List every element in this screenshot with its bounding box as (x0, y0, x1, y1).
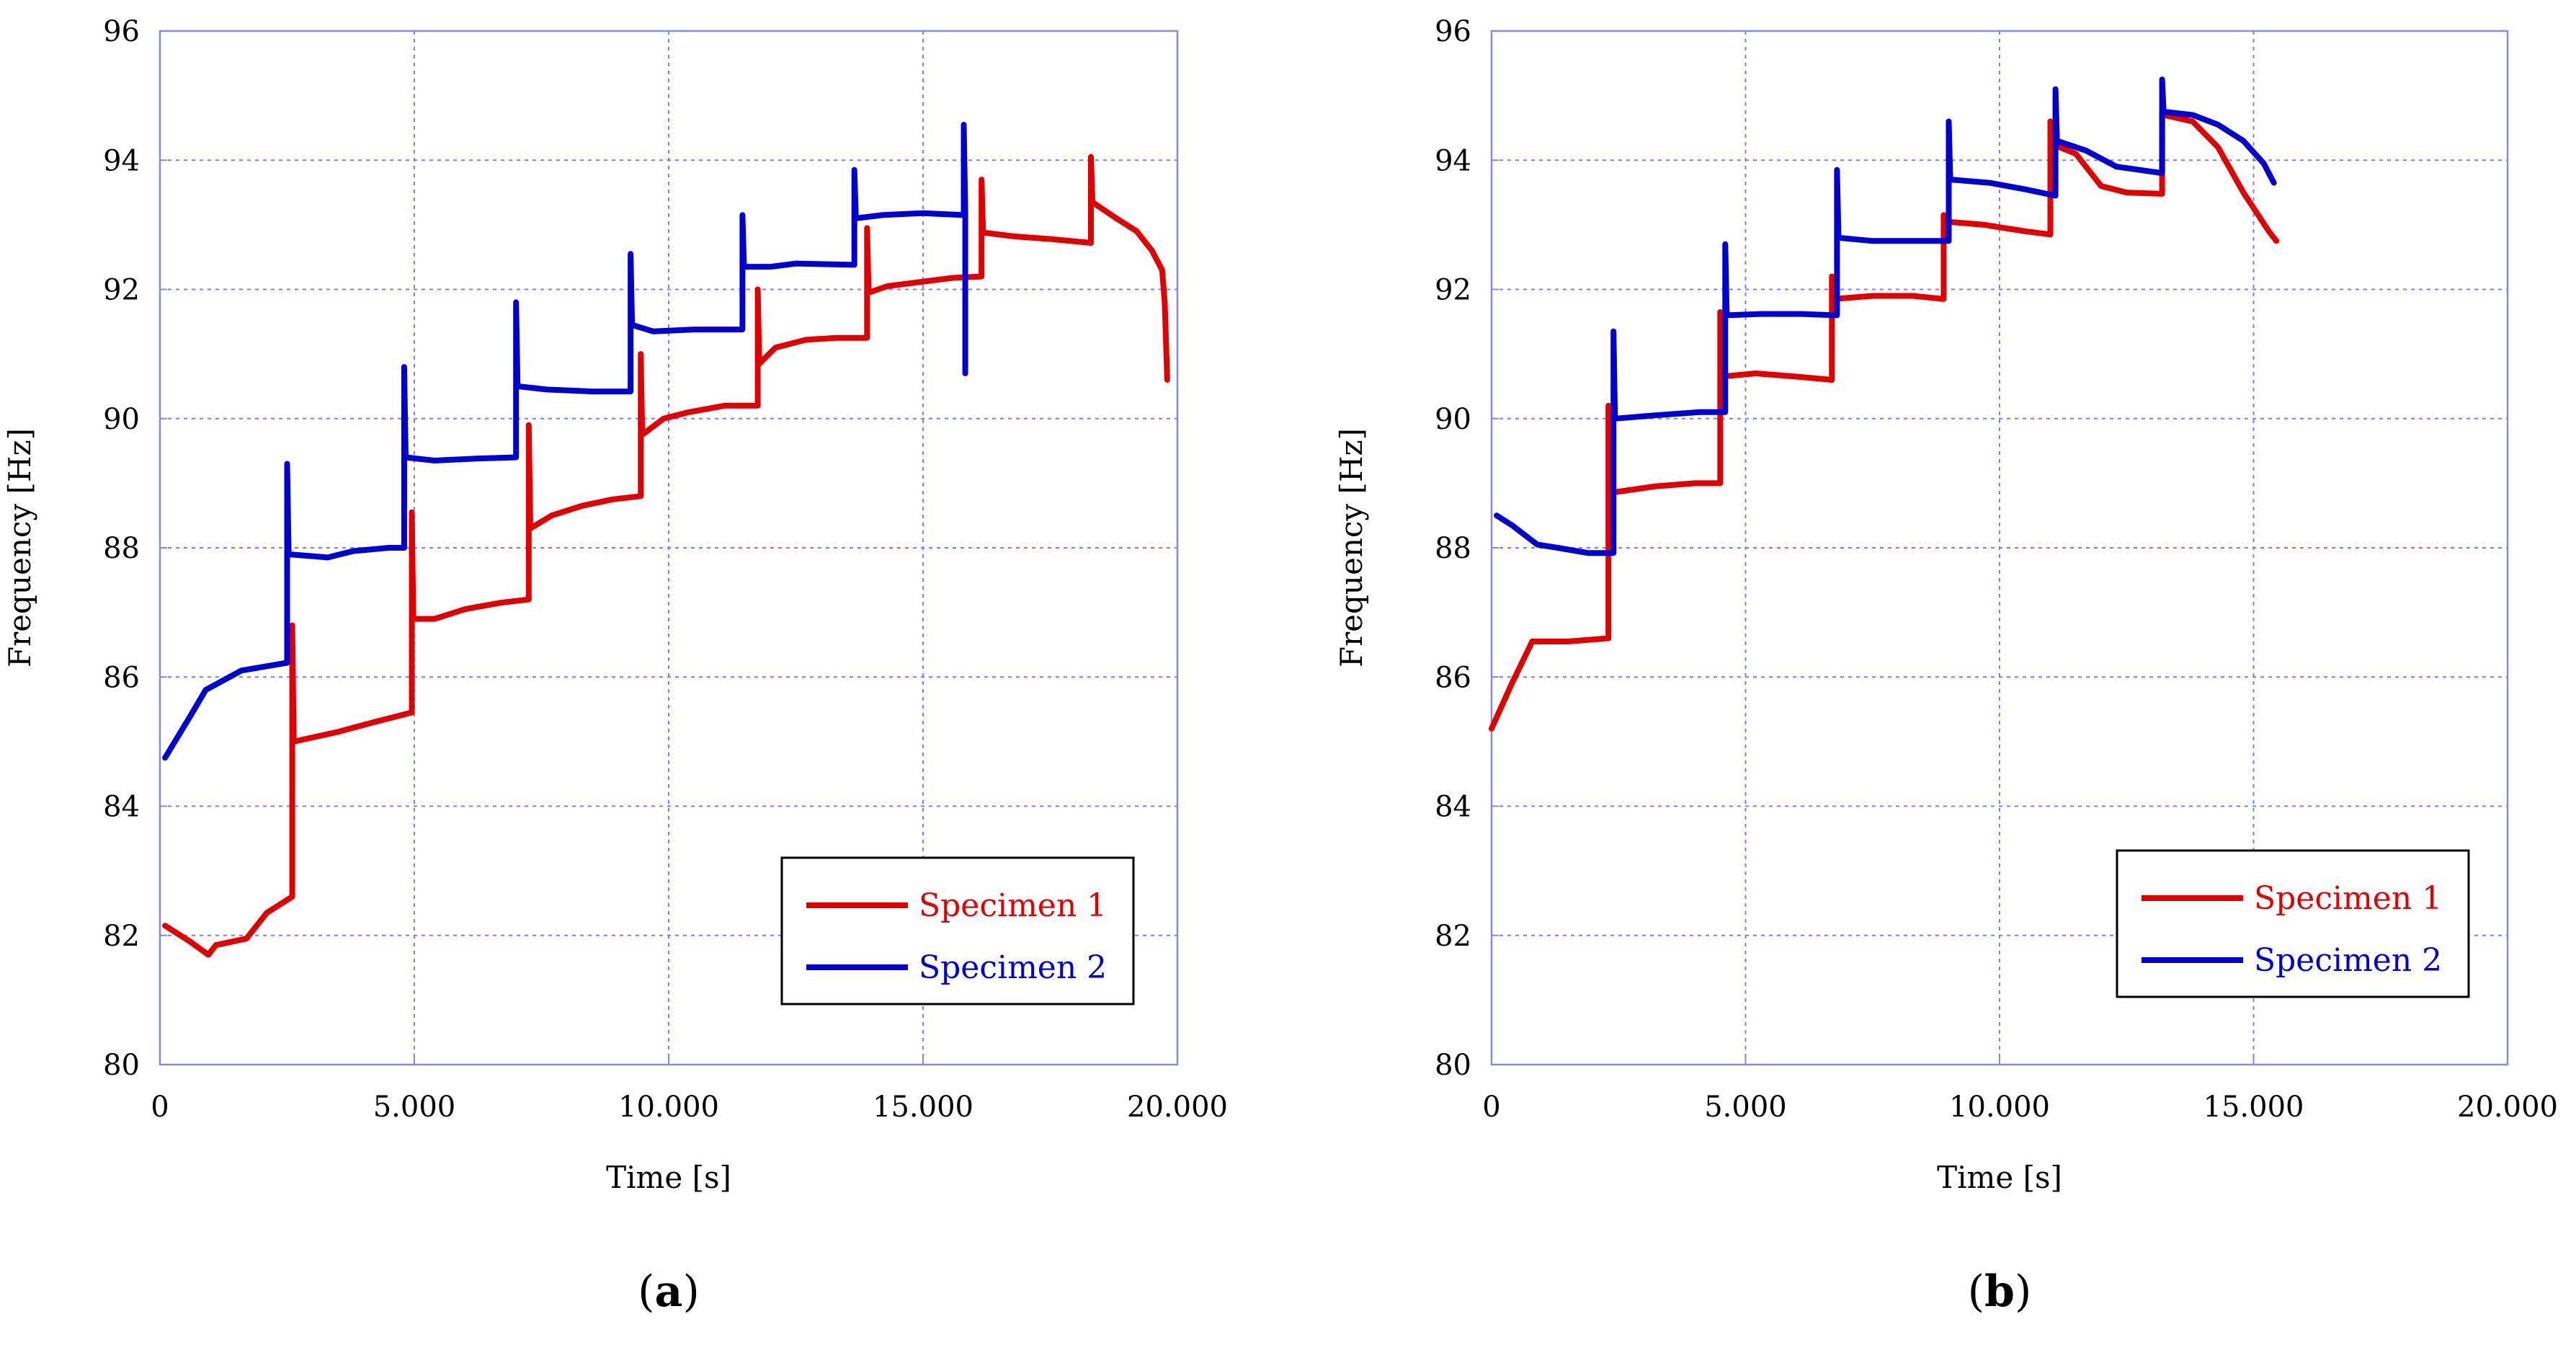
y-tick-label: 80 (1435, 1049, 1471, 1082)
x-tick-label: 5.000 (1704, 1091, 1787, 1124)
y-tick-label: 96 (1435, 15, 1471, 48)
y-axis-label: Frequency [Hz] (2, 428, 37, 667)
y-tick-label: 82 (1435, 920, 1471, 953)
chart-panel-a: 0 5.000 10.000 15.000 20.000 80 82 84 86 88 90 92 94… (2, 15, 1228, 1317)
legend: Specimen 1 Specimen 2 (2116, 849, 2470, 998)
y-tick-label: 84 (1435, 791, 1471, 824)
x-axis-label: Time [s] (606, 1160, 731, 1195)
y-tick-label: 80 (103, 1049, 140, 1082)
x-axis-label: Time [s] (1937, 1160, 2062, 1195)
panel-caption-letter: a (655, 1266, 683, 1317)
x-tick-label: 15.000 (873, 1091, 973, 1124)
legend-label-specimen-1: Specimen 1 (2254, 880, 2442, 917)
y-tick-label: 88 (103, 532, 140, 565)
y-tick-label: 92 (1435, 274, 1471, 307)
legend-label-specimen-2: Specimen 2 (919, 949, 1107, 986)
legend-box (780, 856, 1135, 1006)
legend: Specimen 1 Specimen 2 (780, 856, 1135, 1006)
series-line-specimen-2 (1494, 76, 2277, 556)
x-tick-label: 0 (1482, 1091, 1500, 1124)
x-tick-label: 10.000 (1949, 1091, 2050, 1124)
panel-caption: (a) (638, 1266, 700, 1317)
y-tick-label: 96 (103, 15, 140, 48)
y-tick-label: 86 (103, 661, 140, 694)
y-tick-label: 92 (103, 274, 140, 307)
legend-box (2116, 849, 2470, 998)
x-tick-label: 0 (151, 1091, 169, 1124)
panel-caption-letter: b (1984, 1266, 2015, 1317)
x-tick-label: 10.000 (618, 1091, 719, 1124)
y-tick-label: 88 (1435, 532, 1471, 565)
x-tick-label: 5.000 (373, 1091, 456, 1124)
y-tick-label: 94 (1435, 144, 1471, 177)
series-line-specimen-1 (1489, 109, 2280, 732)
y-tick-label: 94 (103, 144, 140, 177)
y-tick-label: 86 (1435, 661, 1471, 694)
legend-label-specimen-1: Specimen 1 (919, 887, 1107, 924)
y-tick-label: 90 (1435, 403, 1471, 436)
x-tick-label: 20.000 (1127, 1091, 1228, 1124)
y-axis-label: Frequency [Hz] (1334, 428, 1369, 667)
legend-label-specimen-2: Specimen 2 (2254, 942, 2442, 979)
y-tick-label: 82 (103, 920, 140, 953)
y-tick-label: 90 (103, 403, 140, 436)
x-tick-label: 15.000 (2203, 1091, 2304, 1124)
chart-panel-b: 0 5.000 10.000 15.000 20.000 80 82 84 86 88 90 92 94… (1334, 15, 2558, 1317)
panel-caption: (b) (1968, 1266, 2032, 1317)
x-tick-label: 20.000 (2457, 1091, 2558, 1124)
y-tick-label: 84 (103, 791, 140, 824)
series-line-specimen-1 (162, 154, 1170, 958)
series-line-specimen-2 (162, 122, 968, 761)
